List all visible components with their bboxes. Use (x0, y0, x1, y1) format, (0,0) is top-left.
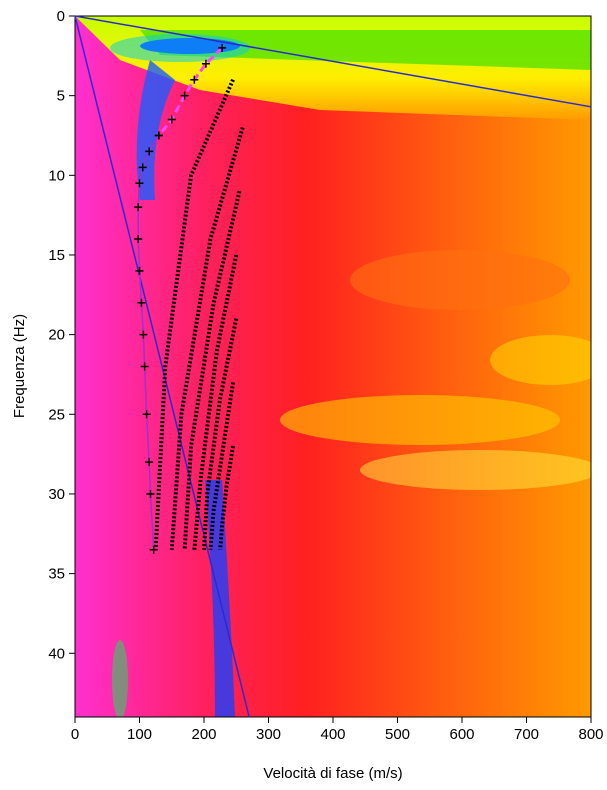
pick-marker (135, 266, 144, 275)
y-tick-label: 15 (48, 247, 65, 264)
x-tick-label: 100 (127, 726, 152, 743)
heatmap-background (75, 16, 591, 717)
x-tick-label: 500 (385, 726, 410, 743)
pick-marker (140, 362, 149, 371)
pick-marker (134, 203, 143, 212)
y-tick-label: 5 (57, 88, 65, 105)
pick-marker (135, 179, 144, 188)
y-tick-label: 20 (48, 327, 65, 344)
x-tick-label: 300 (256, 726, 281, 743)
pick-marker (154, 131, 163, 140)
x-tick-label: 400 (320, 726, 345, 743)
x-tick-label: 200 (191, 726, 216, 743)
pick-marker (218, 43, 227, 52)
pick-marker (145, 458, 154, 467)
pick-marker (134, 235, 143, 244)
x-axis-label: Velocità di fase (m/s) (263, 765, 402, 782)
pick-marker (167, 115, 176, 124)
y-tick-label: 25 (48, 406, 65, 423)
series-line (202, 318, 239, 550)
series-line (157, 46, 224, 137)
pick-marker (190, 75, 199, 84)
y-tick-label: 35 (48, 566, 65, 583)
x-tick-label: 0 (71, 726, 79, 743)
x-tick-label: 800 (578, 726, 603, 743)
y-tick-label: 0 (57, 8, 65, 25)
pick-marker (145, 147, 154, 156)
pick-marker (139, 330, 148, 339)
y-tick-label: 30 (48, 486, 65, 503)
x-tick-label: 700 (514, 726, 539, 743)
y-tick-label: 10 (48, 167, 65, 184)
series-line (208, 382, 236, 550)
pick-marker (138, 163, 147, 172)
series-line (74, 15, 592, 108)
series-line (153, 78, 235, 550)
pick-marker (137, 298, 146, 307)
pick-marker (142, 410, 151, 419)
series-line (192, 254, 239, 550)
series-line (218, 445, 235, 550)
y-tick-label: 40 (48, 645, 65, 662)
pick-marker (201, 59, 210, 68)
series-line (182, 190, 242, 550)
pick-marker (146, 489, 155, 498)
pick-marker (180, 91, 189, 100)
x-tick-label: 600 (449, 726, 474, 743)
series-line (74, 15, 250, 718)
series-line (169, 126, 245, 550)
y-axis-label: Frequenza (Hz) (11, 314, 28, 418)
